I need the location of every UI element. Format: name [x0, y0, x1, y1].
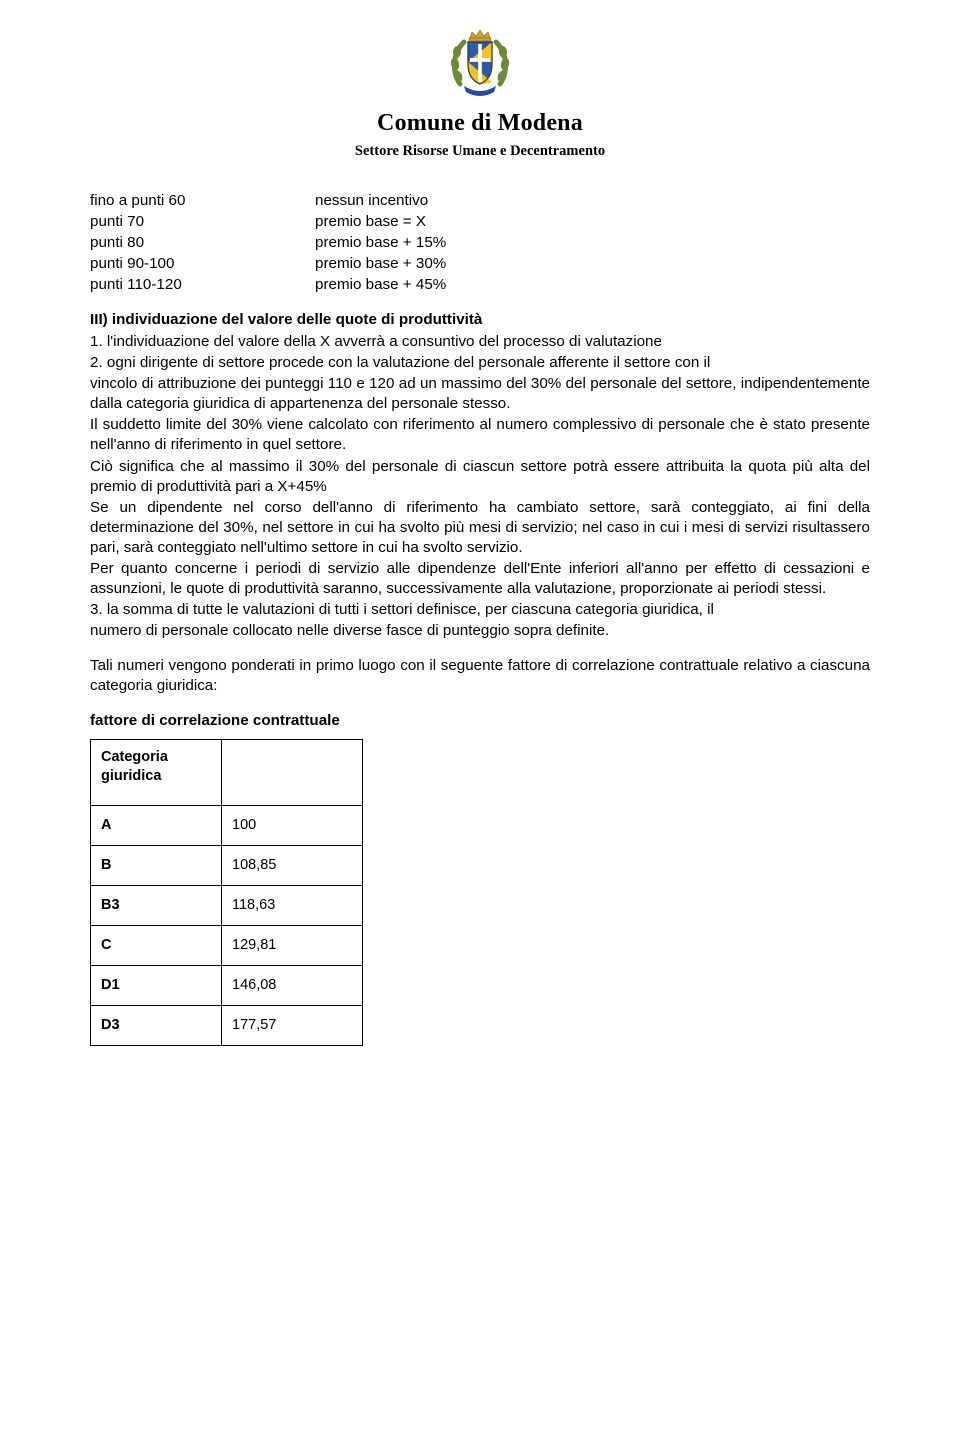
premio-row: fino a punti 60nessun incentivo	[90, 191, 446, 212]
factor-value: 129,81	[222, 925, 363, 965]
crest-icon	[442, 24, 518, 102]
factor-table-header: Categoria giuridica	[91, 740, 222, 805]
premio-row-right: nessun incentivo	[315, 191, 446, 212]
section-3-heading: III) individuazione del valore delle quo…	[90, 310, 870, 330]
factor-value: 108,85	[222, 845, 363, 885]
factor-row: A100	[91, 805, 363, 845]
factor-category: B	[91, 845, 222, 885]
paragraph-8: numero di personale collocato nelle dive…	[90, 621, 870, 641]
department-line: Settore Risorse Umane e Decentramento	[90, 142, 870, 161]
premio-row-right: premio base + 15%	[315, 233, 446, 254]
factor-heading: fattore di correlazione contrattuale	[90, 711, 870, 731]
premio-row: punti 90-100premio base + 30%	[90, 254, 446, 275]
factor-category: D3	[91, 1006, 222, 1046]
paragraph-7: 3. la somma di tutte le valutazioni di t…	[90, 600, 870, 620]
premio-row: punti 80premio base + 15%	[90, 233, 446, 254]
organization-title: Comune di Modena	[90, 108, 870, 140]
document-header: Comune di Modena Settore Risorse Umane e…	[90, 24, 870, 161]
correlation-factor-table: Categoria giuridica A100B108,85B3118,63C…	[90, 739, 363, 1046]
factor-value: 177,57	[222, 1006, 363, 1046]
factor-row: B3118,63	[91, 885, 363, 925]
factor-row: D1146,08	[91, 966, 363, 1006]
premio-row-left: punti 90-100	[90, 254, 315, 275]
factor-row: C129,81	[91, 925, 363, 965]
factor-category: B3	[91, 885, 222, 925]
premio-row: punti 110-120premio base + 45%	[90, 275, 446, 296]
paragraph-4: Ciò significa che al massimo il 30% del …	[90, 457, 870, 497]
factor-row: D3177,57	[91, 1006, 363, 1046]
premio-row-left: fino a punti 60	[90, 191, 315, 212]
paragraph-1: 1. l'individuazione del valore della X a…	[90, 332, 870, 352]
factor-table-header-blank	[222, 740, 363, 805]
premio-row-right: premio base = X	[315, 212, 446, 233]
premio-row: punti 70premio base = X	[90, 212, 446, 233]
paragraph-3: Il suddetto limite del 30% viene calcola…	[90, 415, 870, 455]
factor-value: 118,63	[222, 885, 363, 925]
factor-category: A	[91, 805, 222, 845]
premio-scale-table: fino a punti 60nessun incentivopunti 70p…	[90, 191, 446, 296]
factor-value: 100	[222, 805, 363, 845]
factor-category: D1	[91, 966, 222, 1006]
factor-row: B108,85	[91, 845, 363, 885]
premio-row-left: punti 70	[90, 212, 315, 233]
premio-row-right: premio base + 30%	[315, 254, 446, 275]
premio-row-right: premio base + 45%	[315, 275, 446, 296]
paragraph-5: Se un dipendente nel corso dell'anno di …	[90, 498, 870, 558]
premio-row-left: punti 110-120	[90, 275, 315, 296]
factor-category: C	[91, 925, 222, 965]
paragraph-2b: vincolo di attribuzione dei punteggi 110…	[90, 374, 870, 414]
factor-value: 146,08	[222, 966, 363, 1006]
paragraph-2a: 2. ogni dirigente di settore procede con…	[90, 353, 870, 373]
paragraph-9: Tali numeri vengono ponderati in primo l…	[90, 656, 870, 696]
paragraph-6: Per quanto concerne i periodi di servizi…	[90, 559, 870, 599]
premio-row-left: punti 80	[90, 233, 315, 254]
